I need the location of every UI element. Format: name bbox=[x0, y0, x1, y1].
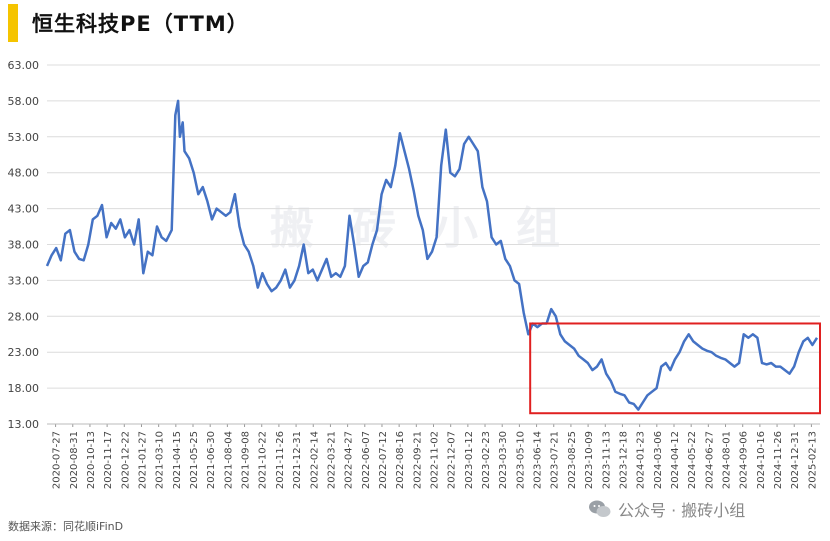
x-tick-label: 2020-08-31 bbox=[69, 431, 80, 489]
watermark-text: 搬砖小组 bbox=[270, 203, 598, 254]
wechat-account-label: 公众号 · 搬砖小组 bbox=[618, 501, 746, 520]
x-tick-label: 2024-11-26 bbox=[773, 431, 784, 489]
page-title: 恒生科技PE（TTM） bbox=[32, 12, 249, 36]
y-tick-label: 53.00 bbox=[8, 131, 40, 144]
y-tick-label: 58.00 bbox=[8, 95, 40, 108]
x-tick-label: 2023-02-23 bbox=[481, 431, 492, 489]
wechat-badge: 公众号 · 搬砖小组 bbox=[588, 497, 745, 521]
y-tick-label: 28.00 bbox=[8, 310, 40, 323]
x-tick-label: 2024-03-06 bbox=[653, 431, 664, 489]
x-tick-label: 2024-01-23 bbox=[636, 431, 647, 489]
x-tick-label: 2020-07-27 bbox=[52, 431, 63, 489]
wechat-icon bbox=[589, 500, 611, 517]
x-tick-label: 2021-06-30 bbox=[206, 431, 217, 489]
x-tick-label: 2023-11-13 bbox=[601, 431, 612, 489]
x-tick-label: 2020-11-17 bbox=[103, 431, 114, 489]
x-tick-label: 2021-09-08 bbox=[241, 431, 252, 489]
x-tick-label: 2021-10-22 bbox=[258, 431, 269, 489]
x-tick-label: 2022-06-07 bbox=[361, 431, 372, 489]
x-tick-label: 2022-08-16 bbox=[395, 431, 406, 489]
x-tick-label: 2021-03-10 bbox=[155, 431, 166, 489]
x-tick-label: 2023-10-09 bbox=[584, 431, 595, 489]
y-tick-label: 48.00 bbox=[8, 167, 40, 180]
x-tick-label: 2024-06-27 bbox=[704, 431, 715, 489]
x-tick-label: 2021-12-31 bbox=[292, 431, 303, 489]
pe-series-line bbox=[45, 99, 819, 411]
x-tick-label: 2024-08-01 bbox=[722, 431, 733, 489]
data-source-note: 数据来源：同花顺iFinD bbox=[8, 520, 124, 533]
x-tick-label: 2023-08-25 bbox=[567, 431, 578, 489]
x-tick-label: 2023-03-30 bbox=[498, 431, 509, 489]
x-tick-label: 2021-11-26 bbox=[275, 431, 286, 489]
y-tick-label: 38.00 bbox=[8, 239, 40, 252]
x-tick-label: 2023-01-12 bbox=[464, 431, 475, 489]
x-tick-label: 2023-12-18 bbox=[618, 431, 629, 489]
x-axis-ticks: 2020-07-27 2020-08-31 2020-10-13 2020-11-17… bbox=[47, 423, 820, 489]
y-tick-label: 63.00 bbox=[8, 59, 40, 72]
title-accent-bar bbox=[8, 4, 18, 42]
x-tick-label: 2023-07-21 bbox=[550, 431, 561, 489]
y-tick-label: 23.00 bbox=[8, 346, 40, 359]
x-tick-label: 2022-03-21 bbox=[326, 431, 337, 489]
x-tick-label: 2024-12-31 bbox=[790, 431, 801, 489]
x-tick-label: 2024-10-16 bbox=[756, 431, 767, 489]
x-tick-label: 2024-04-12 bbox=[670, 431, 681, 489]
x-tick-label: 2022-02-14 bbox=[309, 431, 320, 489]
x-tick-label: 2021-04-15 bbox=[172, 431, 183, 489]
x-tick-label: 2022-09-21 bbox=[412, 431, 423, 489]
series-layer bbox=[45, 99, 819, 411]
x-tick-label: 2021-01-27 bbox=[137, 431, 148, 489]
x-tick-label: 2024-09-06 bbox=[739, 431, 750, 489]
x-tick-label: 2023-05-10 bbox=[515, 431, 526, 489]
x-tick-label: 2021-05-25 bbox=[189, 431, 200, 489]
x-tick-label: 2022-04-27 bbox=[344, 431, 355, 489]
x-tick-label: 2020-10-13 bbox=[86, 431, 97, 489]
y-axis-ticks: 63.00 58.00 53.00 48.00 43.00 38.00 33.00 28.00… bbox=[8, 59, 40, 431]
x-tick-label: 2022-11-02 bbox=[430, 431, 441, 489]
highlight-layer bbox=[529, 322, 821, 415]
x-tick-label: 2025-02-13 bbox=[807, 431, 818, 489]
x-tick-label: 2022-12-07 bbox=[447, 431, 458, 489]
y-tick-label: 43.00 bbox=[8, 203, 40, 216]
x-tick-label: 2022-07-12 bbox=[378, 431, 389, 489]
x-tick-label: 2023-06-14 bbox=[533, 431, 544, 489]
highlight-box bbox=[529, 322, 821, 415]
x-tick-label: 2021-08-04 bbox=[223, 431, 234, 489]
y-tick-label: 33.00 bbox=[8, 274, 40, 287]
x-tick-label: 2020-12-22 bbox=[120, 431, 131, 489]
x-tick-label: 2024-05-22 bbox=[687, 431, 698, 489]
y-tick-label: 13.00 bbox=[8, 418, 40, 431]
y-tick-label: 18.00 bbox=[8, 382, 40, 395]
